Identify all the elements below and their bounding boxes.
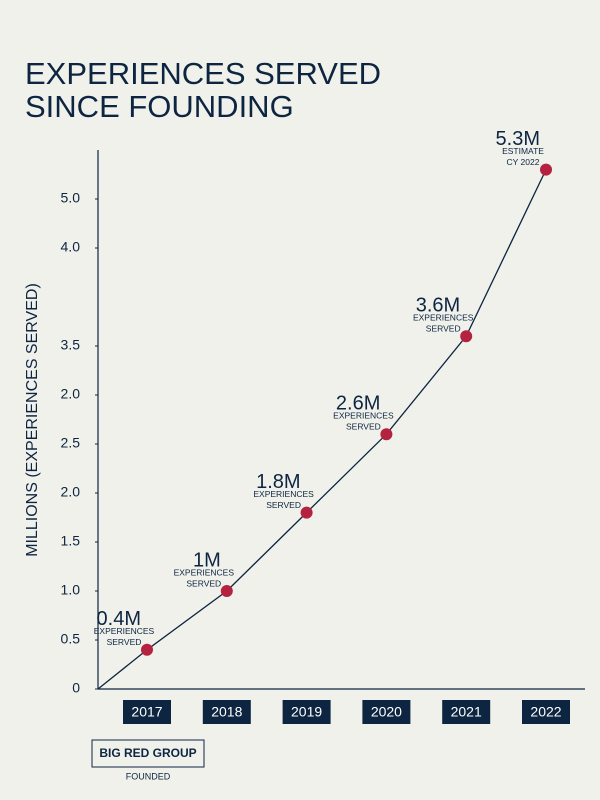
point-note: SERVED bbox=[266, 500, 301, 510]
y-tick-label: 1.0 bbox=[61, 582, 81, 598]
point-note: SERVED bbox=[186, 578, 221, 588]
data-point bbox=[220, 585, 233, 597]
y-tick-label: 3.5 bbox=[61, 337, 81, 353]
data-point bbox=[540, 163, 552, 176]
x-tick-box bbox=[522, 700, 570, 724]
value-label: 2.6M bbox=[336, 392, 380, 414]
y-tick-label: 5.0 bbox=[61, 190, 81, 206]
data-line bbox=[146, 169, 547, 651]
y-tick-label: 1.5 bbox=[61, 533, 81, 549]
value-label: 1M bbox=[193, 549, 221, 571]
founder-badge-box bbox=[91, 739, 205, 768]
value-label: 3.6M bbox=[416, 294, 460, 316]
founder-note: FOUNDED bbox=[126, 771, 171, 781]
point-note: CY 2022 bbox=[507, 157, 540, 167]
point-note: SERVED bbox=[346, 421, 381, 431]
x-tick-box bbox=[123, 700, 171, 724]
chart-title: EXPERIENCES SERVED bbox=[25, 56, 381, 91]
point-note: EXPERIENCES bbox=[174, 567, 235, 577]
point-note: ESTIMATE bbox=[502, 146, 544, 156]
chart-title: SINCE FOUNDING bbox=[25, 89, 294, 124]
y-tick-label: 4.0 bbox=[61, 239, 81, 255]
x-tick-box bbox=[362, 700, 411, 724]
point-note: EXPERIENCES bbox=[413, 312, 474, 322]
y-tick-label: 2.0 bbox=[61, 484, 81, 500]
x-tick-box bbox=[202, 700, 251, 724]
y-axis-label: MILLIONS (EXPERIENCES SERVED) bbox=[24, 283, 41, 557]
y-tick-label: 0 bbox=[72, 680, 80, 696]
point-note: SERVED bbox=[426, 323, 461, 333]
founder-badge: BIG RED GROUP bbox=[99, 746, 196, 760]
x-tick-box bbox=[282, 700, 331, 724]
point-note: EXPERIENCES bbox=[94, 626, 155, 636]
x-tick-label: 2017 bbox=[131, 704, 162, 720]
origin-connector bbox=[97, 649, 148, 690]
point-note: EXPERIENCES bbox=[253, 489, 314, 499]
point-note: SERVED bbox=[107, 637, 142, 647]
value-label: 0.4M bbox=[97, 608, 141, 630]
x-tick-label: 2020 bbox=[371, 704, 402, 720]
x-tick-label: 2022 bbox=[530, 704, 561, 720]
y-tick-label: 0.5 bbox=[61, 631, 81, 647]
value-label: 1.8M bbox=[256, 471, 300, 493]
data-point bbox=[380, 428, 393, 441]
x-tick-label: 2021 bbox=[451, 704, 482, 720]
value-label: 5.3M bbox=[496, 128, 540, 150]
y-tick-label: 2.0 bbox=[61, 386, 81, 402]
data-point bbox=[460, 330, 473, 343]
y-tick-label: 2.5 bbox=[61, 435, 81, 451]
x-tick-label: 2018 bbox=[211, 704, 242, 720]
x-tick-label: 2019 bbox=[291, 704, 322, 720]
x-tick-box bbox=[442, 700, 491, 724]
data-point bbox=[141, 643, 153, 656]
data-point bbox=[300, 506, 313, 519]
point-note: EXPERIENCES bbox=[333, 410, 394, 420]
